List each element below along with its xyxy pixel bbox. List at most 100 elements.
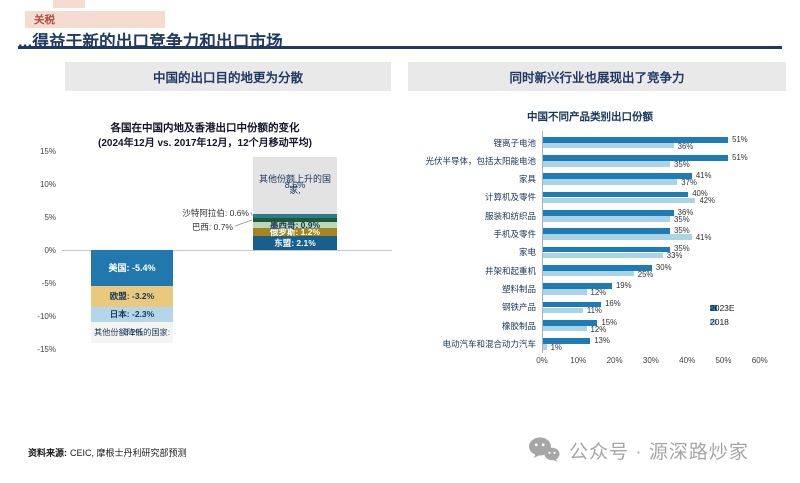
x-axis-tick: 10% — [570, 356, 587, 365]
bar-2018 — [543, 216, 671, 222]
bar-2018 — [543, 252, 663, 259]
left-zero-line — [62, 250, 392, 251]
bar-2018 — [543, 179, 678, 185]
bar-value-2023e: 36% — [677, 207, 694, 217]
leader-line — [234, 219, 253, 227]
segment-label: 俄罗斯: 1.2% — [269, 227, 321, 238]
bar-value-2018: 12% — [590, 324, 607, 334]
bar-value-2018: 12% — [590, 287, 607, 297]
category-label: 橡胶制品 — [501, 320, 536, 331]
bar-2018 — [543, 289, 587, 295]
bar-value-2018: 42% — [699, 196, 716, 206]
x-axis-tick: 50% — [715, 356, 732, 365]
callout-label-巴西: 巴西: 0.7% — [191, 221, 233, 232]
y-axis-tick: 0% — [44, 245, 56, 255]
category-label: 井架和起重机 — [484, 265, 536, 276]
bar-2018 — [543, 161, 671, 167]
stack-segment-沙特阿拉伯 — [253, 213, 337, 218]
bar-value-2023e: 51% — [732, 152, 748, 162]
bar-2023e — [543, 319, 598, 326]
bar-2023e — [543, 228, 671, 235]
left-chart-subtitle: (2024年12月 vs. 2017年12月，12个月移动平均) — [98, 138, 312, 149]
bar-2018 — [543, 325, 587, 332]
category-label: 塑料制品 — [501, 283, 536, 294]
watermark: 公众号 · 源深路炒家 — [528, 436, 749, 464]
bar-2018 — [543, 234, 692, 240]
bar-2023e — [543, 136, 729, 143]
category-label: 电动汽车和混合动力汽车 — [442, 338, 536, 349]
leader-line — [250, 212, 253, 216]
right-chart-title: 中国不同产品类别出口份额 — [527, 111, 653, 123]
bar-value-2023e: 40% — [692, 189, 708, 199]
bar-2018 — [543, 270, 634, 277]
bar-value-2018: 11% — [586, 306, 602, 316]
bar-2018 — [543, 307, 583, 314]
x-axis-tick: 30% — [642, 356, 659, 365]
bar-value-2018: 36% — [677, 141, 694, 151]
bar-2023e — [543, 210, 674, 216]
category-label: 家具 — [518, 174, 536, 185]
bar-value-2023e: 35% — [674, 244, 690, 254]
right-axis-line — [542, 131, 543, 353]
category-label: 服装和纺织品 — [484, 210, 536, 221]
bar-2023e — [543, 264, 652, 271]
source-text: CEIC, 摩根士丹利研究部预测 — [70, 448, 187, 458]
left-chart-title: 各国在中国内地及香港出口中份额的变化 — [110, 122, 300, 134]
bar-value-2018: 35% — [674, 214, 690, 224]
bar-value-2023e: 51% — [732, 134, 748, 144]
bar-value-2023e: 41% — [695, 171, 712, 181]
segment-value: -3.2% — [121, 327, 143, 337]
bar-value-2018: 33% — [666, 251, 683, 261]
stack-segment-其他份额降低的国家: 其他份额降低的国家: -3.2% — [91, 321, 173, 344]
category-label: 计算机及零件 — [484, 192, 536, 203]
segment-label: 其他份额上升的国家, — [258, 173, 331, 196]
bar-value-2023e: 19% — [615, 280, 632, 290]
segment-value: 8.6% — [284, 179, 306, 190]
x-axis-tick: 60% — [751, 356, 768, 365]
right-panel-header: 同时新兴行业也展现出了竞争力 — [408, 62, 786, 91]
category-label: 手机及零件 — [493, 229, 536, 239]
wechat-icon — [528, 436, 560, 464]
bar-2018 — [543, 142, 674, 149]
legend-swatch — [710, 318, 717, 326]
bar-value-2023e: 16% — [605, 299, 621, 309]
stack-segment-俄罗斯: 俄罗斯: 1.2% — [253, 228, 337, 236]
legend-swatch — [710, 304, 717, 312]
stack-segment-东盟: 东盟: 2.1% — [253, 236, 337, 250]
category-label: 光伏半导体，包括太阳能电池 — [425, 155, 536, 166]
category-label: 钢铁产品 — [501, 302, 536, 313]
tariff-tag-mini — [53, 0, 85, 8]
bar-2023e — [543, 338, 591, 344]
y-axis-tick: 10% — [39, 179, 56, 189]
segment-label: 其他份额降低的国家: — [94, 327, 170, 337]
stack-segment-日本: 日本: -2.3% — [91, 306, 173, 322]
bar-value-2018: 37% — [681, 178, 697, 188]
y-axis-tick: 5% — [44, 212, 56, 222]
segment-label: 美国: -5.4% — [108, 262, 156, 273]
bar-2018 — [543, 197, 696, 204]
segment-label: 欧盟: -3.2% — [109, 291, 155, 302]
stack-segment-欧盟: 欧盟: -3.2% — [91, 285, 173, 307]
title-underline — [18, 46, 782, 49]
bar-2023e — [543, 246, 671, 253]
y-axis-tick: -10% — [37, 311, 56, 321]
stack-segment-其他份额上升的国家: 其他份额上升的国家, 8.6% — [253, 156, 337, 214]
x-axis-tick: 0% — [536, 356, 548, 365]
y-axis-tick: -5% — [41, 278, 56, 288]
category-label: 锂离子电池 — [493, 137, 536, 148]
bar-value-2018: 1% — [550, 342, 562, 352]
bar-2023e — [543, 191, 689, 198]
bar-2023e — [543, 283, 612, 289]
bar-2023e — [543, 301, 602, 308]
segment-label: 东盟: 2.1% — [274, 238, 316, 249]
bar-2018 — [543, 344, 547, 350]
stack-segment-美国: 美国: -5.4% — [91, 250, 173, 286]
bar-value-2018: 41% — [695, 233, 712, 242]
bar-value-2023e: 35% — [674, 226, 690, 235]
bar-value-2023e: 15% — [601, 317, 618, 327]
legend-label: 2018 — [710, 317, 729, 327]
segment-label: 墨西哥: 0.9% — [269, 220, 321, 231]
legend-label: 2023E — [710, 303, 735, 313]
stack-segment-墨西哥: 墨西哥: 0.9% — [253, 220, 337, 231]
category-label: 家电 — [518, 247, 536, 258]
